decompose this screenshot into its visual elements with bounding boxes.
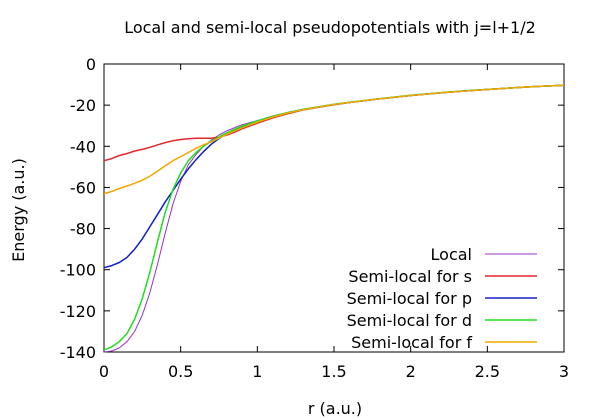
- x-tick-label: 2.5: [475, 362, 500, 381]
- y-tick-label: -80: [70, 220, 96, 239]
- axis-ticks: 0 0.5 1 1.5 2 2.5 3 0 -20 -40 -60 -80 -100 -120 -140: [60, 55, 569, 381]
- y-tick-label: -140: [60, 343, 96, 362]
- series-line-2: [103, 84, 565, 269]
- y-tick-label: 0: [86, 55, 96, 74]
- series-lines: [103, 84, 565, 353]
- y-axis-label: Energy (a.u.): [9, 158, 28, 262]
- y-tick-label: -20: [70, 96, 96, 115]
- legend-label: Semi-local for s: [348, 267, 472, 286]
- legend-label: Semi-local for d: [347, 311, 472, 330]
- series-line-4: [103, 84, 565, 195]
- x-tick-label: 1.5: [321, 362, 346, 381]
- x-tick-label: 1: [252, 362, 262, 381]
- series-line-0: [103, 84, 565, 353]
- x-axis-label: r (a.u.): [308, 399, 362, 418]
- y-tick-label: -100: [60, 261, 96, 280]
- x-tick-label: 0: [99, 362, 109, 381]
- x-tick-label: 0.5: [168, 362, 193, 381]
- series-line-3: [103, 84, 565, 351]
- legend: Local Semi-local for s Semi-local for p Sem…: [347, 245, 537, 352]
- legend-label: Local: [431, 245, 472, 264]
- legend-label: Semi-local for p: [347, 289, 472, 308]
- series-line-1: [103, 84, 565, 162]
- x-tick-label: 2: [406, 362, 416, 381]
- y-tick-label: -60: [70, 178, 96, 197]
- x-tick-label: 3: [559, 362, 569, 381]
- y-tick-label: -40: [70, 137, 96, 156]
- legend-label: Semi-local for f: [351, 333, 472, 352]
- chart-title: Local and semi-local pseudopotentials wi…: [124, 18, 536, 37]
- y-tick-label: -120: [60, 302, 96, 321]
- plot-frame: [103, 63, 565, 353]
